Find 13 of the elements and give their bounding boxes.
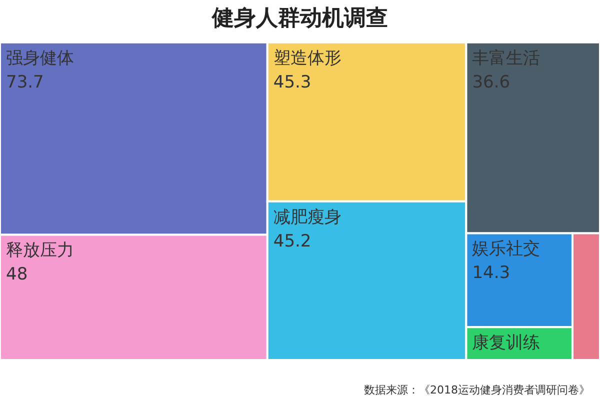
text: 健身人群动机调查 [211, 6, 388, 31]
category-label: 强身健体 [6, 48, 74, 68]
data-label: 45.3 [273, 72, 312, 92]
category-label: 康复训练 [472, 333, 540, 354]
category-label: 减肥瘦身 [273, 207, 342, 228]
data-label: 14.3 [472, 263, 510, 284]
category-label: 娱乐社交 [472, 239, 540, 260]
data-label: 48 [6, 264, 28, 285]
data-label: 45.2 [273, 231, 312, 252]
category-label: 塑造体形 [273, 48, 342, 68]
data-label: 73.7 [6, 72, 44, 92]
source-note: 数据来源：《2018运动健身消费者调研问卷》 [364, 383, 590, 396]
category-label: 释放压力 [6, 240, 74, 261]
